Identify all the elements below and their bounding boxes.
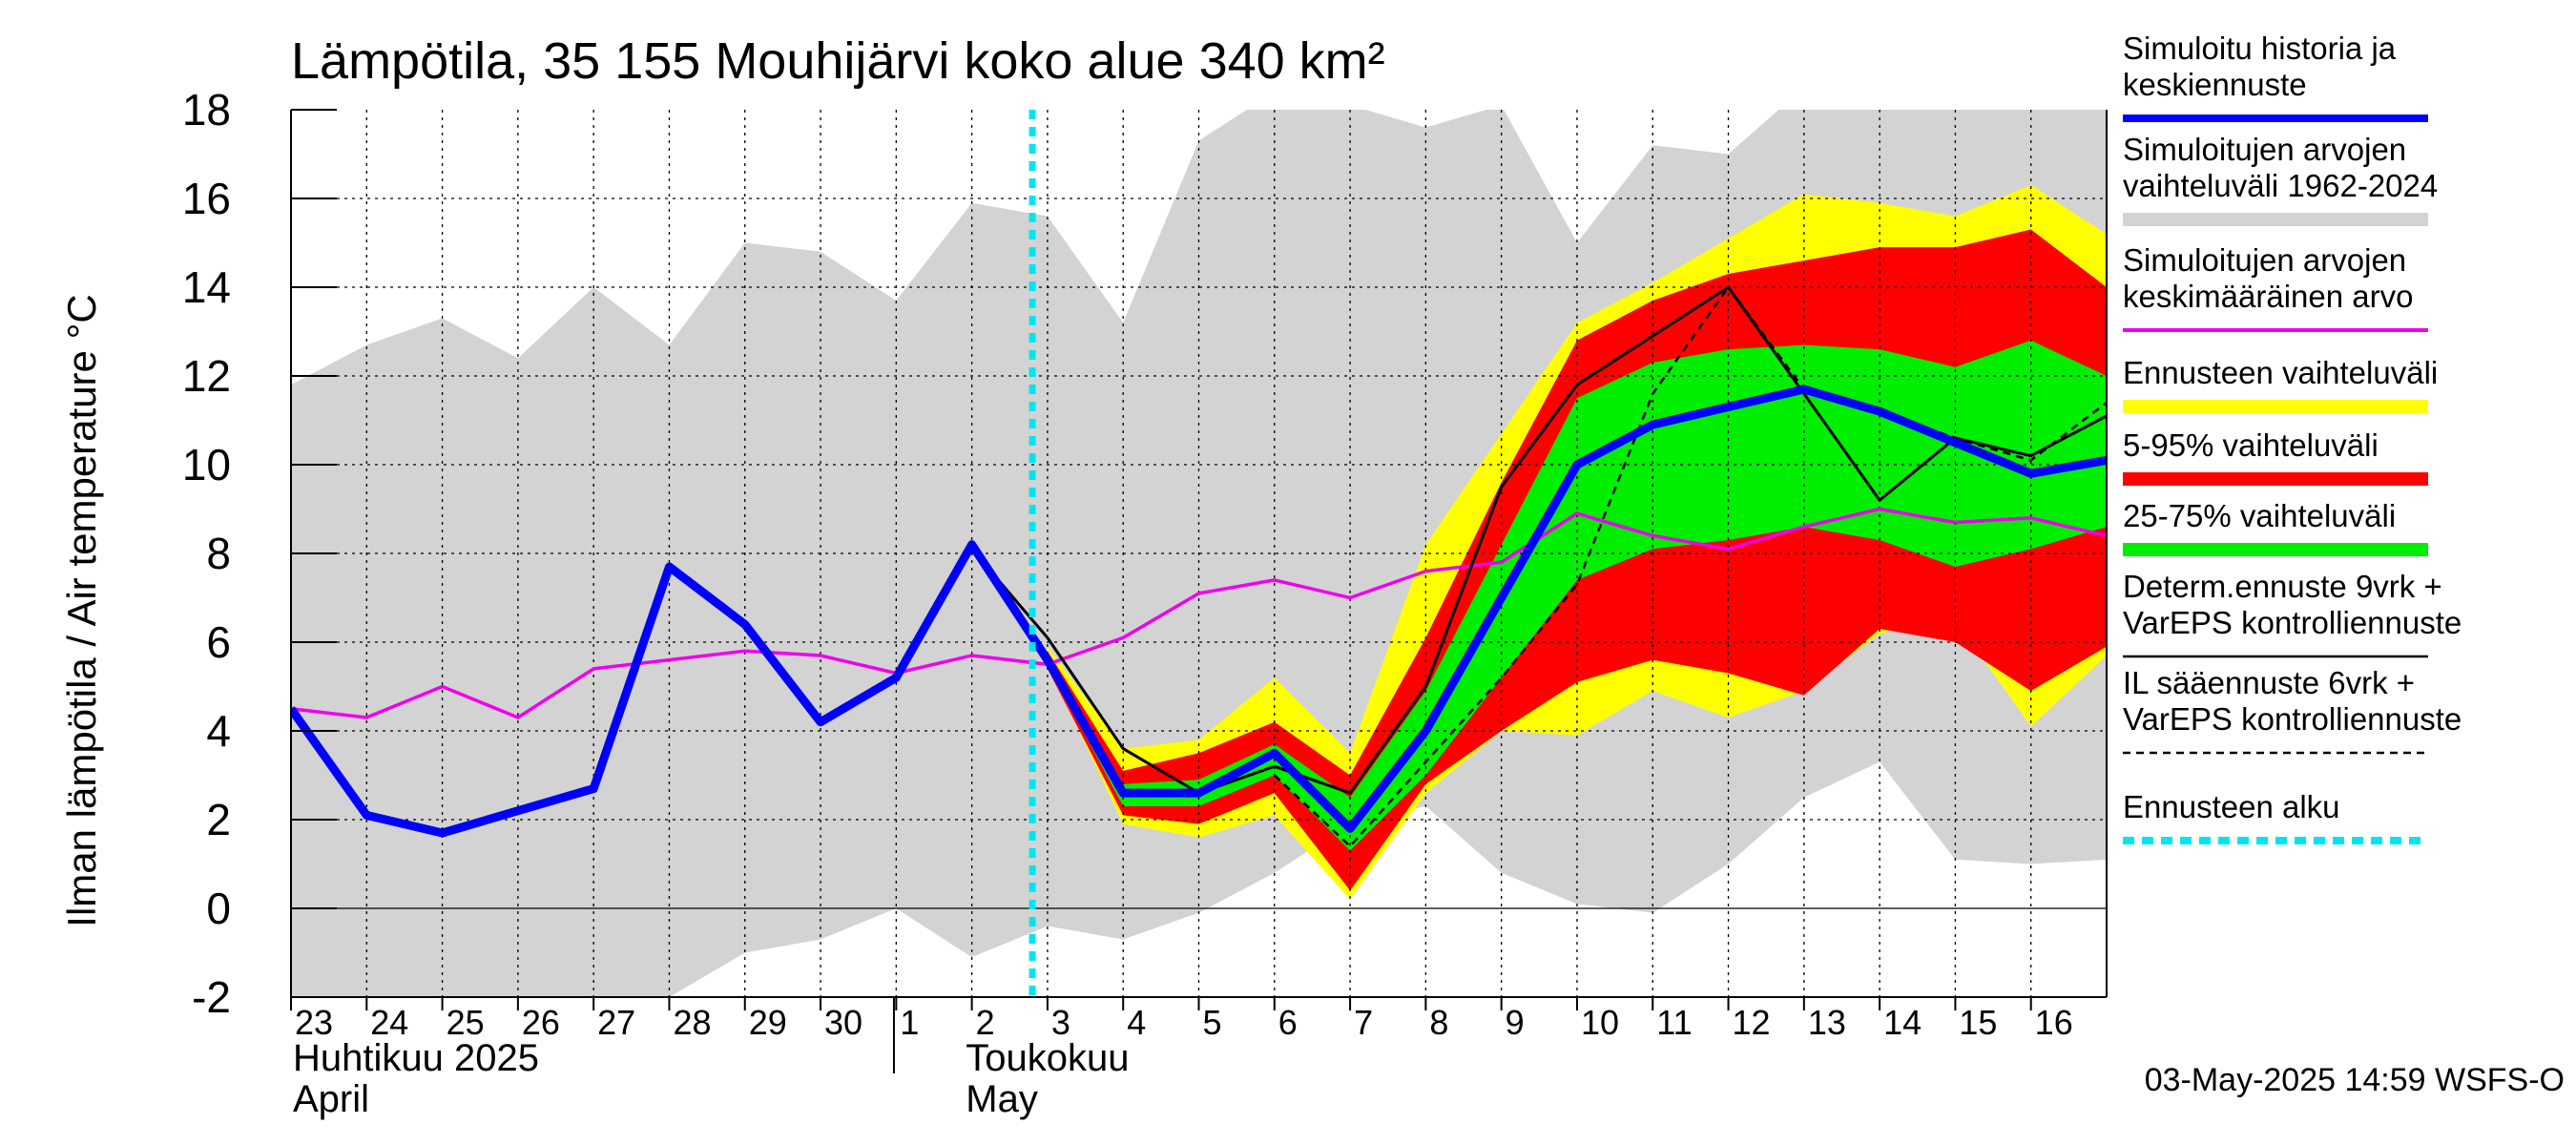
legend-label: IL sääennuste 6vrk + (2123, 665, 2415, 700)
x-tick-label: 14 (1883, 1003, 1922, 1042)
x-tick-label: 26 (522, 1003, 560, 1042)
x-tick-label: 24 (370, 1003, 408, 1042)
y-tick-label: 6 (206, 617, 231, 667)
month-label-en: April (293, 1078, 369, 1120)
x-tick-label: 27 (597, 1003, 635, 1042)
legend-label: 25-75% vaihteluväli (2123, 498, 2396, 533)
x-tick-label: 29 (749, 1003, 787, 1042)
y-tick-label: -2 (192, 972, 231, 1022)
x-tick-label: 12 (1733, 1003, 1771, 1042)
x-tick-label: 10 (1581, 1003, 1619, 1042)
x-tick-label: 28 (673, 1003, 711, 1042)
month-label-fi: Huhtikuu 2025 (293, 1037, 539, 1079)
y-tick-label: 14 (182, 262, 231, 312)
x-tick-label: 11 (1656, 1003, 1692, 1042)
y-tick-label: 4 (206, 706, 231, 756)
legend-label: vaihteluväli 1962-2024 (2123, 168, 2438, 203)
x-tick-label: 7 (1354, 1003, 1373, 1042)
legend-label: Ennusteen vaihteluväli (2123, 355, 2438, 390)
legend-label: Simuloitujen arvojen (2123, 242, 2406, 278)
x-tick-label: 5 (1203, 1003, 1222, 1042)
x-tick-label: 23 (295, 1003, 333, 1042)
legend-label: keskimääräinen arvo (2123, 279, 2413, 314)
x-tick-label: 30 (824, 1003, 862, 1042)
month-label-en: May (966, 1078, 1038, 1120)
x-tick-label: 13 (1808, 1003, 1846, 1042)
y-axis-label: Ilman lämpötila / Air temperature °C (59, 294, 104, 926)
y-tick-label: 0 (206, 884, 231, 933)
band-p25-75 (1047, 340, 2107, 851)
legend-label: 5-95% vaihteluväli (2123, 427, 2379, 463)
legend-label: Determ.ennuste 9vrk + (2123, 569, 2442, 604)
legend-label: Simuloitu historia ja (2123, 31, 2397, 66)
mean-line (291, 507, 2107, 719)
x-tick-label: 25 (447, 1003, 485, 1042)
legend-label: VarEPS kontrolliennuste (2123, 701, 2462, 737)
x-tick-label: 6 (1278, 1003, 1298, 1042)
x-tick-label: 15 (1959, 1003, 1997, 1042)
x-tick-label: 1 (900, 1003, 919, 1042)
determ-forecast-line (895, 285, 2107, 795)
x-tick-label: 8 (1429, 1003, 1448, 1042)
x-tick-label: 9 (1506, 1003, 1525, 1042)
grid-layer (291, 110, 2107, 997)
y-tick-label: 8 (206, 529, 231, 578)
y-tick-label: 18 (182, 85, 231, 135)
y-tick-label: 12 (182, 351, 231, 401)
chart-title: Lämpötila, 35 155 Mouhijärvi koko alue 3… (291, 32, 1385, 90)
x-tick-label: 3 (1051, 1003, 1070, 1042)
legend-label: VarEPS kontrolliennuste (2123, 605, 2462, 640)
x-tick-label: 2 (976, 1003, 995, 1042)
legend-label: Simuloitujen arvojen (2123, 132, 2406, 167)
y-tick-label: 16 (182, 174, 231, 223)
y-tick-label: 10 (182, 440, 231, 489)
x-tick-label: 16 (2035, 1003, 2073, 1042)
timestamp: 03-May-2025 14:59 WSFS-O (2145, 1062, 2565, 1098)
simulated-line (291, 385, 2107, 838)
legend-label: keskiennuste (2123, 67, 2307, 102)
x-tick-label: 4 (1127, 1003, 1146, 1042)
y-tick-label: 2 (206, 795, 231, 844)
month-label-fi: Toukokuu (966, 1037, 1129, 1079)
legend-label: Ennusteen alku (2123, 789, 2340, 824)
lines-layer (291, 110, 2107, 997)
